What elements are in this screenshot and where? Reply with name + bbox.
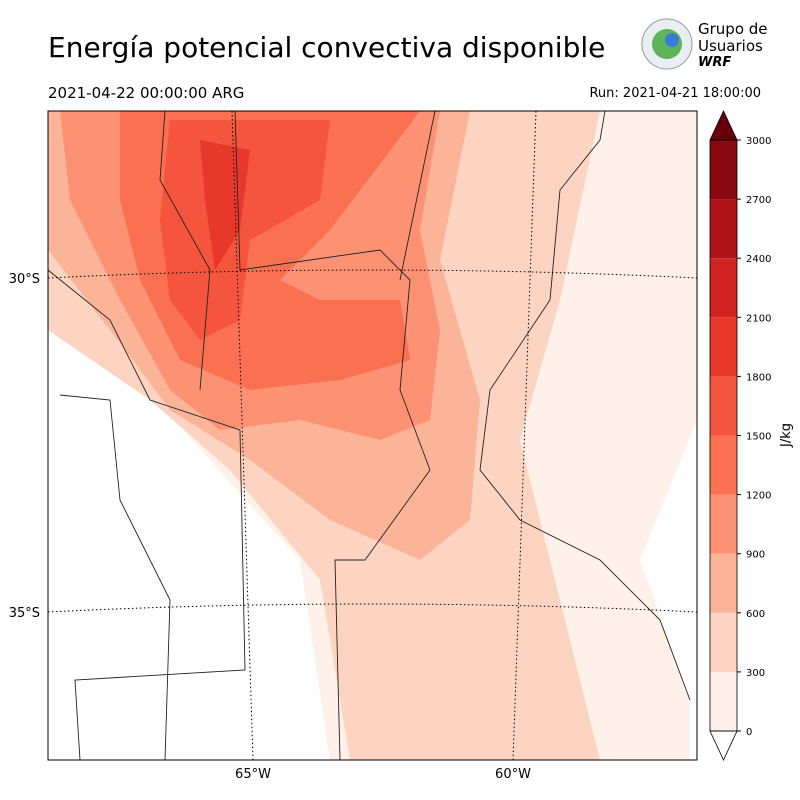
colorbar-tick-label: 1800 bbox=[746, 372, 771, 383]
graticule bbox=[48, 111, 697, 760]
cape-field bbox=[200, 140, 250, 270]
lat-label: 30°S bbox=[9, 272, 40, 287]
colorbar-tick-label: 2100 bbox=[746, 313, 771, 324]
colorbar-tick-label: 2400 bbox=[746, 254, 771, 265]
run-time: Run: 2021-04-21 18:00:00 bbox=[589, 86, 761, 101]
colorbar-extend-under bbox=[709, 730, 738, 761]
colorbar-bin bbox=[710, 199, 737, 259]
colorbar-tick-label: 0 bbox=[746, 727, 752, 738]
lat-label: 35°S bbox=[9, 606, 40, 621]
logo-text: Usuarios bbox=[698, 37, 763, 55]
valid-time: 2021-04-22 00:00:00 ARG bbox=[48, 84, 244, 102]
map bbox=[48, 111, 697, 760]
colorbar-tick-label: 3000 bbox=[746, 136, 771, 147]
colorbar-tick-label: 300 bbox=[746, 668, 765, 679]
colorbar-tick-label: 900 bbox=[746, 550, 765, 561]
colorbar-extend-over bbox=[709, 110, 738, 141]
colorbar-bin bbox=[710, 317, 737, 377]
colorbar-bin bbox=[710, 258, 737, 318]
colorbar-tick-label: 1200 bbox=[746, 491, 771, 502]
borders bbox=[48, 111, 691, 760]
colorbar-bin bbox=[710, 553, 737, 613]
colorbar-bin bbox=[710, 494, 737, 554]
title: Energía potencial convectiva disponible bbox=[48, 31, 605, 64]
cape-field bbox=[160, 120, 330, 340]
logo-globe bbox=[665, 33, 679, 47]
colorbar-tick-label: 2700 bbox=[746, 195, 771, 206]
colorbar-label: J/kg bbox=[779, 423, 794, 448]
logo-text: Grupo de bbox=[698, 20, 768, 38]
colorbar: 0 300 600 900 1200 1500 1800 2100 2400 2700 3000 bbox=[709, 110, 771, 761]
colorbar-bin bbox=[710, 612, 737, 672]
colorbar-tick-label: 600 bbox=[746, 609, 765, 620]
colorbar-tick-label: 1500 bbox=[746, 432, 771, 443]
colorbar-bin bbox=[710, 140, 737, 200]
colorbar-bin bbox=[710, 671, 737, 731]
colorbar-bin bbox=[710, 376, 737, 436]
colorbar-bin bbox=[710, 435, 737, 495]
lon-label: 60°W bbox=[495, 767, 531, 782]
map-frame bbox=[47, 110, 698, 761]
lon-label: 65°W bbox=[235, 767, 271, 782]
logo: Grupo de Usuarios WRF bbox=[641, 18, 768, 70]
logo-text: WRF bbox=[698, 55, 731, 70]
